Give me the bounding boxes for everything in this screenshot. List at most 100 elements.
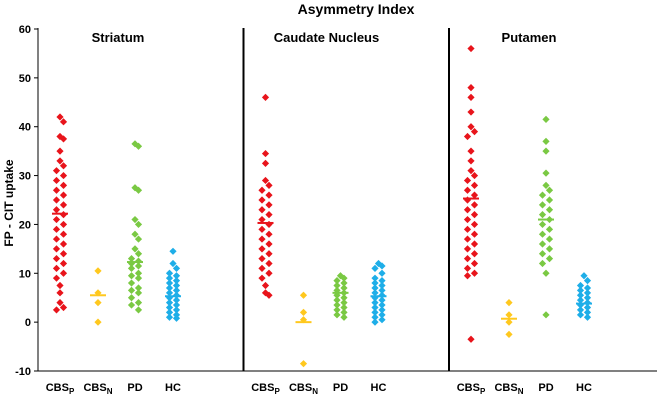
category-label: HC [576,382,592,394]
data-point [258,235,266,243]
y-tick-label: 50 [19,73,31,85]
data-point [467,335,475,343]
data-point [134,220,143,229]
data-point [467,157,475,165]
data-point [169,247,177,255]
data-point [127,255,136,263]
data-point [470,201,479,209]
data-point [463,132,472,141]
data-point [56,281,64,290]
data-point [172,296,181,304]
category-label: HC [165,382,181,394]
data-point [172,264,181,272]
data-point [333,306,341,314]
data-point [265,291,273,299]
data-point [134,250,143,258]
data-point [134,289,143,297]
data-point [134,306,143,314]
data-point [94,318,102,326]
data-point [258,196,266,204]
data-point [172,281,181,290]
data-point [52,176,61,185]
data-point [172,277,181,285]
data-point [134,269,143,277]
data-point [467,123,475,131]
y-tick-label: 30 [19,171,31,183]
data-point [265,259,273,268]
data-point [542,137,550,145]
data-point [56,147,64,155]
data-point [265,269,273,277]
panel-title: Caudate Nucleus [274,30,379,45]
data-point [470,259,479,268]
data-point [52,306,61,314]
data-point [169,259,177,268]
data-point [258,264,266,272]
data-point [94,267,102,275]
series-hc [370,259,387,326]
data-point [333,281,341,290]
data-point [545,196,554,204]
data-point [258,225,266,233]
data-point [576,296,585,304]
data-point [463,196,472,204]
data-point [542,115,550,123]
data-point [583,313,592,321]
data-point [371,289,379,297]
data-point [340,284,348,292]
chart-title: Asymmetry Index [298,1,415,17]
data-point [371,274,379,282]
data-point [463,272,472,280]
category-label: CBSP [251,382,280,396]
category-label: HC [371,382,387,394]
data-point [542,311,550,319]
category-label: CBSN [83,382,112,396]
data-point [299,308,308,316]
data-point [505,299,513,307]
data-point [378,262,386,270]
data-point [378,311,386,319]
data-point [127,294,136,302]
data-point [299,360,308,368]
data-point [542,181,550,189]
data-point [378,281,386,290]
data-point [127,301,136,309]
data-point [463,186,472,194]
data-point [265,201,273,209]
data-point [261,93,270,101]
data-point [52,196,61,204]
y-tick-label: 40 [19,122,31,134]
y-tick-label: 10 [19,268,31,280]
category-label: PD [333,382,348,394]
data-point [463,255,472,263]
data-point [378,316,386,324]
data-point [463,215,472,224]
data-point [261,159,270,167]
data-point [467,167,475,175]
data-point [340,294,348,302]
data-point [265,191,273,199]
y-axis-label: FP - CIT uptake [2,159,16,246]
data-point [265,230,273,238]
data-point [134,235,143,243]
data-point [467,108,475,116]
data-point [470,250,479,258]
data-point [265,220,273,229]
panel-title: Putamen [502,30,557,45]
data-point [378,286,386,294]
data-point [165,299,174,307]
series-cbs-n [90,267,106,326]
data-point [340,303,348,312]
data-point [127,286,136,294]
data-point [261,176,270,185]
category-label: CBSP [457,382,486,396]
data-point [52,264,61,272]
data-point [333,277,341,285]
data-point [172,301,181,309]
data-point [545,245,554,253]
series-hc [576,272,592,321]
data-point [542,169,550,177]
data-point [59,250,68,258]
